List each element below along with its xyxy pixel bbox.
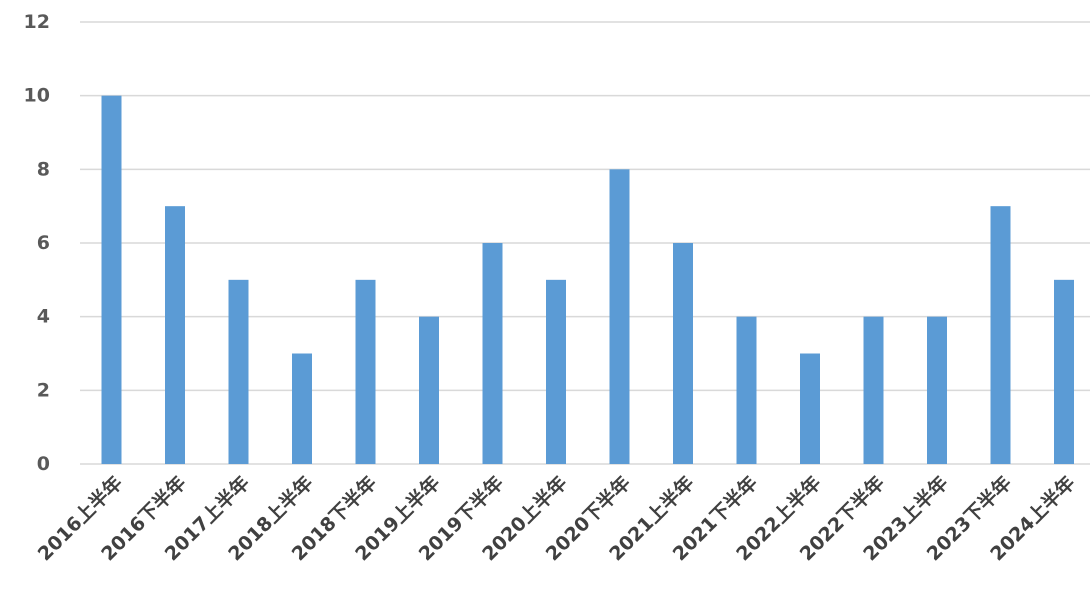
bar bbox=[990, 206, 1011, 464]
bar bbox=[355, 279, 376, 464]
y-tick-label: 6 bbox=[37, 232, 50, 254]
bar bbox=[165, 206, 185, 464]
bar bbox=[228, 279, 249, 464]
y-tick-label: 0 bbox=[37, 453, 50, 475]
bar bbox=[1054, 279, 1074, 464]
y-axis-tick-labels: 0 2 4 6 8 10 12 bbox=[24, 11, 50, 475]
bar bbox=[101, 95, 122, 465]
y-tick-label: 8 bbox=[37, 158, 50, 180]
bar bbox=[419, 316, 439, 464]
x-axis-category-labels: 2016上半年2016下半年2017上半年2018上半年2018下半年2019上… bbox=[33, 471, 1079, 565]
y-tick-label: 12 bbox=[24, 11, 50, 33]
bar bbox=[292, 353, 312, 464]
bars bbox=[101, 95, 1074, 465]
bar bbox=[927, 316, 947, 464]
y-tick-label: 10 bbox=[24, 85, 50, 107]
y-tick-label: 4 bbox=[37, 306, 50, 328]
bar bbox=[609, 169, 630, 465]
bar bbox=[673, 243, 693, 464]
bar bbox=[800, 353, 820, 464]
bar bbox=[863, 316, 884, 464]
bar bbox=[546, 279, 566, 464]
bar bbox=[736, 316, 757, 464]
bar bbox=[482, 243, 503, 464]
y-tick-label: 2 bbox=[37, 379, 50, 401]
